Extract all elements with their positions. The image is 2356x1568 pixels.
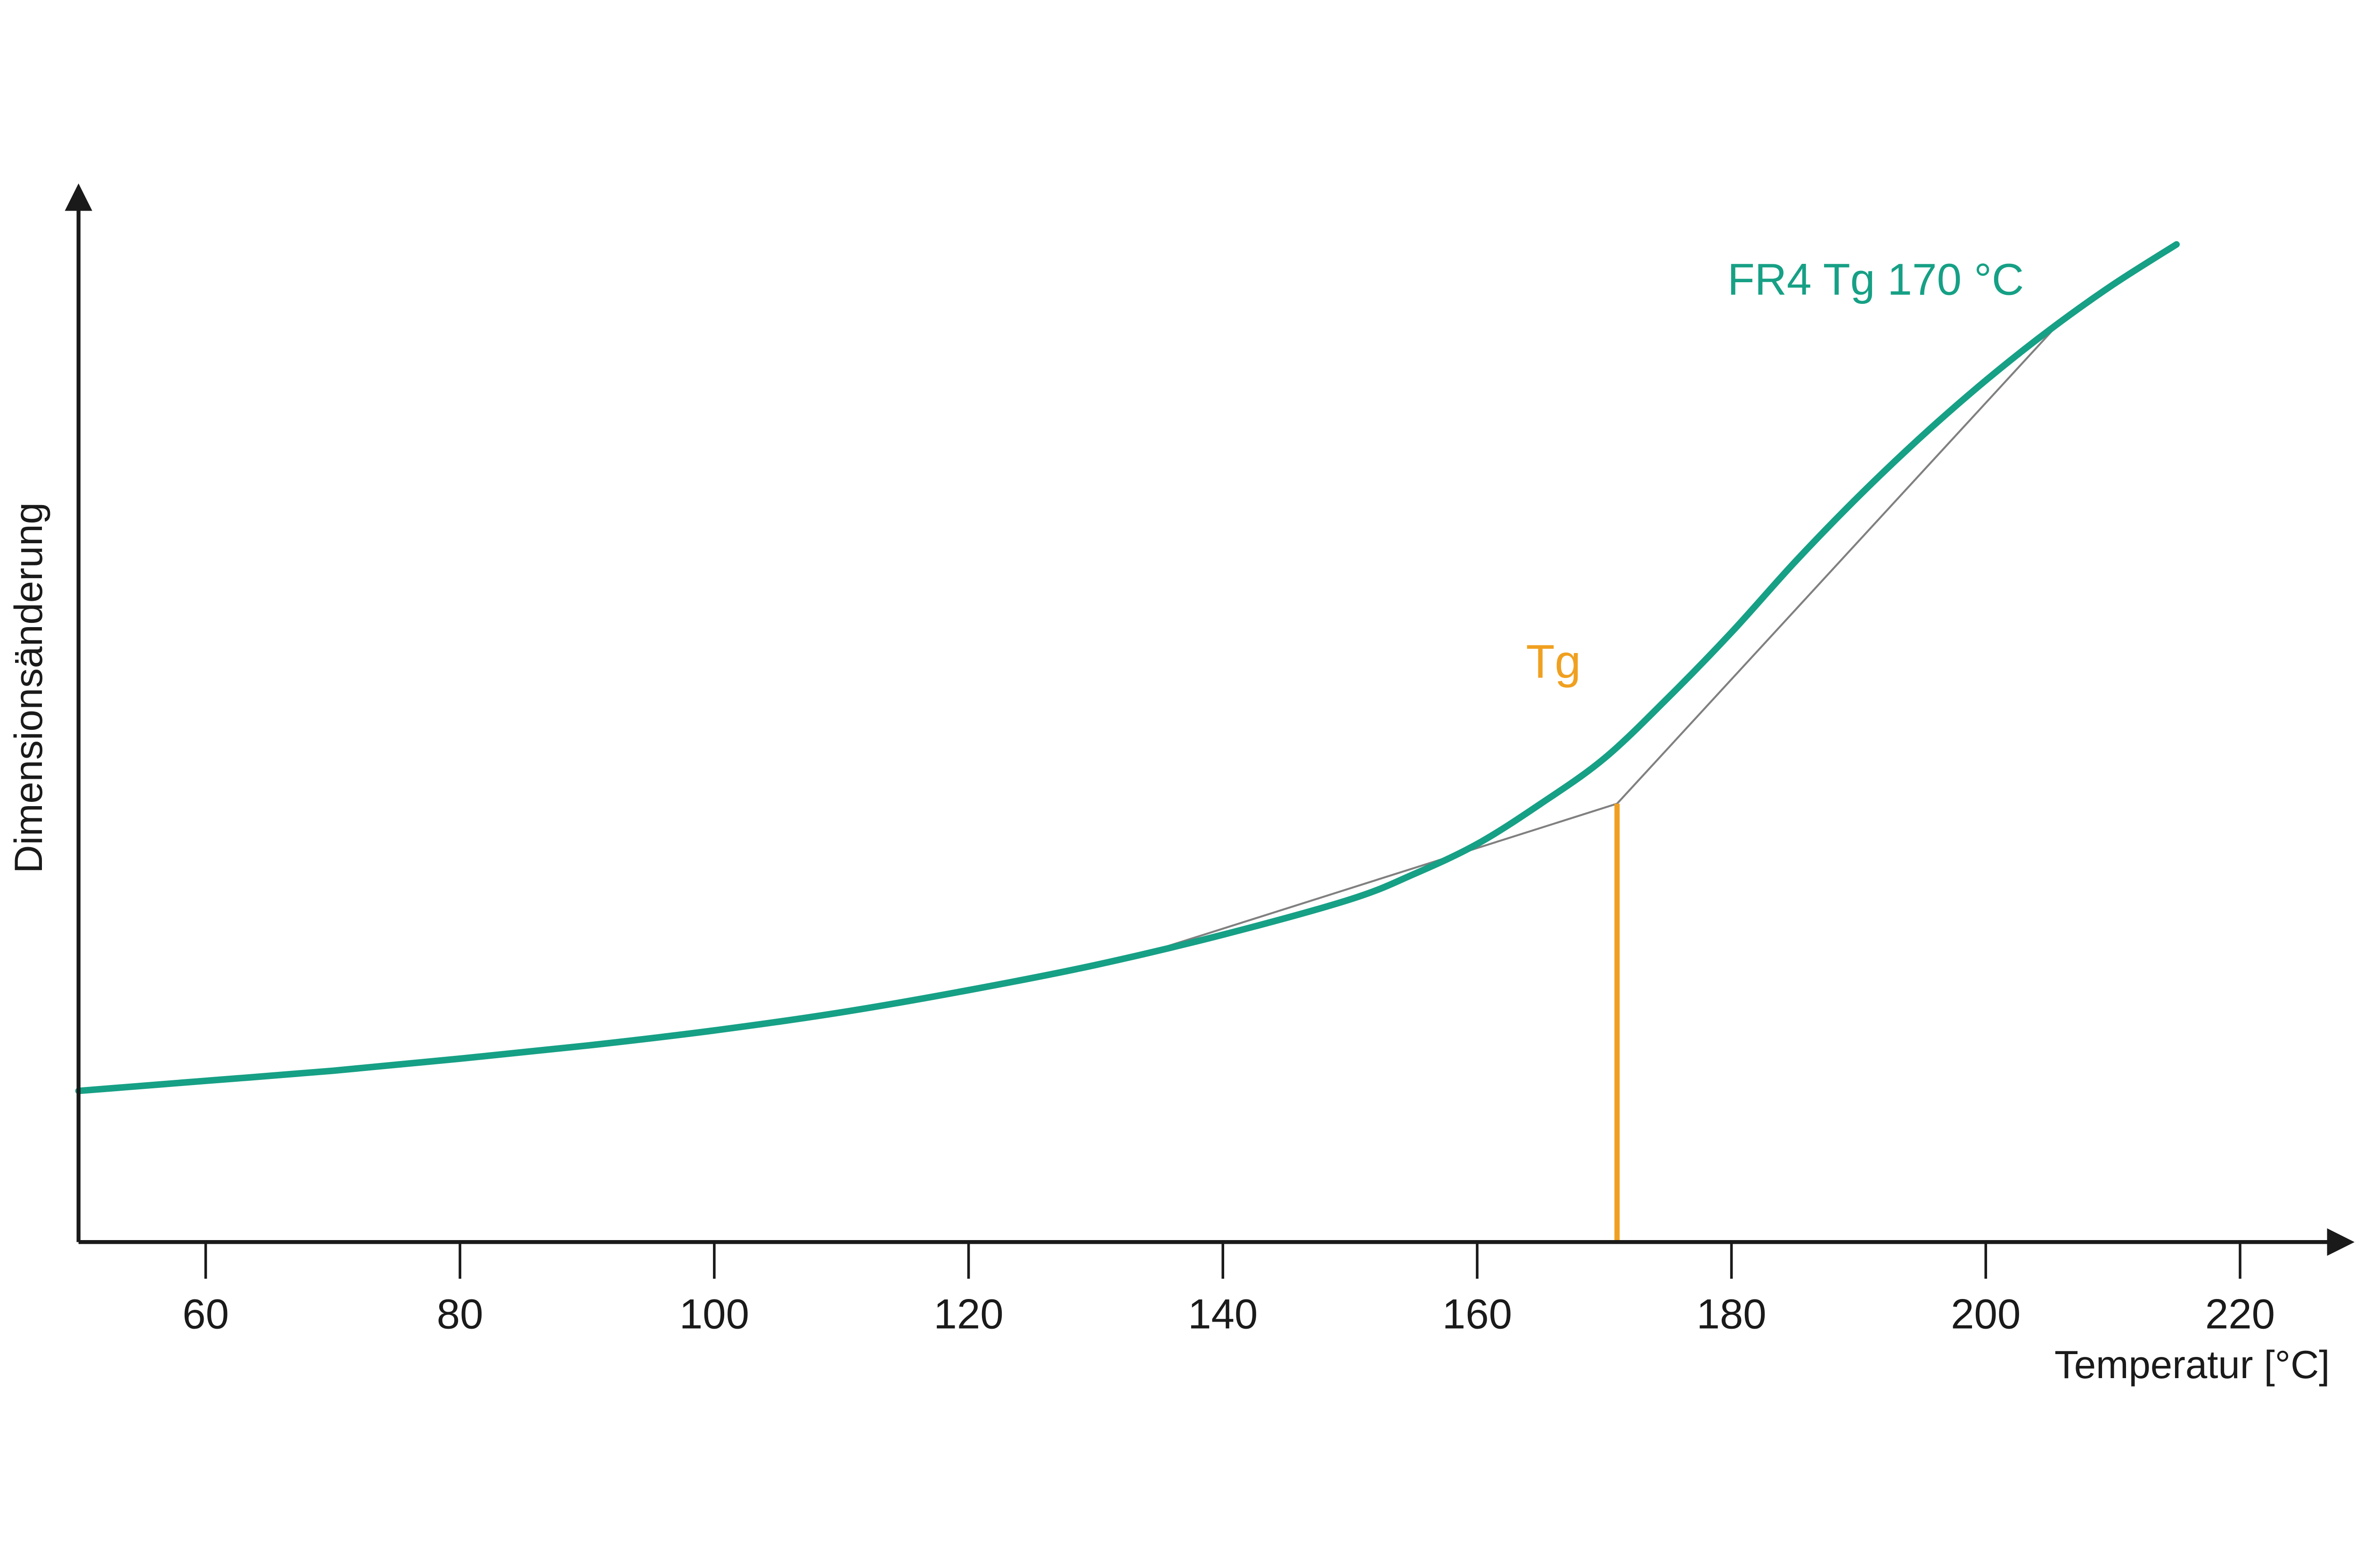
x-tick-label: 120 — [933, 1291, 1003, 1338]
tangent-line-low — [1134, 804, 1617, 957]
tg-label: Tg — [1526, 635, 1581, 688]
chart-container: 60 80 100 120 140 160 180 200 220 Temperatur [°C]… — [0, 0, 2356, 1568]
x-tick-label: 140 — [1188, 1291, 1258, 1338]
tangent-line-high — [1617, 320, 2062, 804]
x-tick-label: 60 — [182, 1291, 229, 1338]
tg-chart: 60 80 100 120 140 160 180 200 220 Temperatur [°C]… — [0, 0, 2356, 1568]
x-axis-label: Temperatur [°C] — [2054, 1343, 2330, 1387]
y-axis-label: Dimensionsänderung — [7, 502, 50, 873]
x-tick-label: 200 — [1951, 1291, 2021, 1338]
x-tick-label: 100 — [679, 1291, 749, 1338]
curve-fr4 — [79, 245, 2176, 1091]
x-tick-label: 80 — [437, 1291, 483, 1338]
x-tick-label: 160 — [1442, 1291, 1512, 1338]
curve-label: FR4 Tg 170 °C — [1727, 255, 2024, 305]
x-tick-label: 220 — [2205, 1291, 2275, 1338]
x-tick-label: 180 — [1696, 1291, 1766, 1338]
